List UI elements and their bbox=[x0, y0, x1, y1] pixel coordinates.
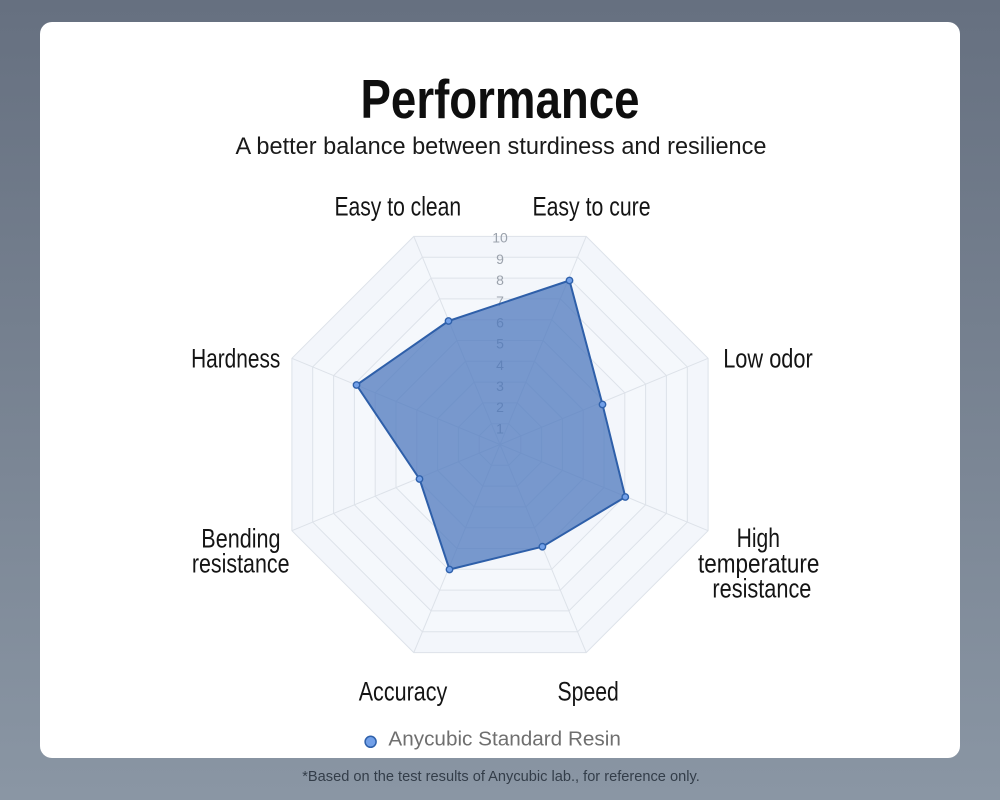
svg-text:Easy to clean: Easy to clean bbox=[334, 192, 461, 222]
svg-text:Easy to cure: Easy to cure bbox=[532, 192, 650, 222]
svg-text:resistance: resistance bbox=[712, 574, 811, 604]
svg-text:temperature: temperature bbox=[698, 548, 820, 578]
svg-text:10: 10 bbox=[492, 230, 508, 246]
svg-text:Bending: Bending bbox=[201, 523, 280, 553]
svg-text:8: 8 bbox=[496, 272, 504, 288]
svg-text:Anycubic Standard Resin: Anycubic Standard Resin bbox=[388, 728, 620, 751]
svg-text:Accuracy: Accuracy bbox=[359, 677, 448, 707]
svg-text:Low odor: Low odor bbox=[723, 343, 813, 373]
svg-text:Speed: Speed bbox=[558, 677, 619, 707]
svg-text:*Based on the test results of: *Based on the test results of Anycubic l… bbox=[302, 768, 700, 785]
svg-text:Performance: Performance bbox=[361, 68, 640, 130]
svg-text:A better balance between sturd: A better balance between sturdiness and … bbox=[236, 133, 767, 160]
svg-text:7: 7 bbox=[496, 293, 504, 309]
svg-text:Hardness: Hardness bbox=[191, 343, 280, 373]
svg-text:High: High bbox=[737, 523, 780, 553]
svg-text:resistance: resistance bbox=[192, 549, 290, 579]
svg-text:9: 9 bbox=[496, 251, 504, 267]
